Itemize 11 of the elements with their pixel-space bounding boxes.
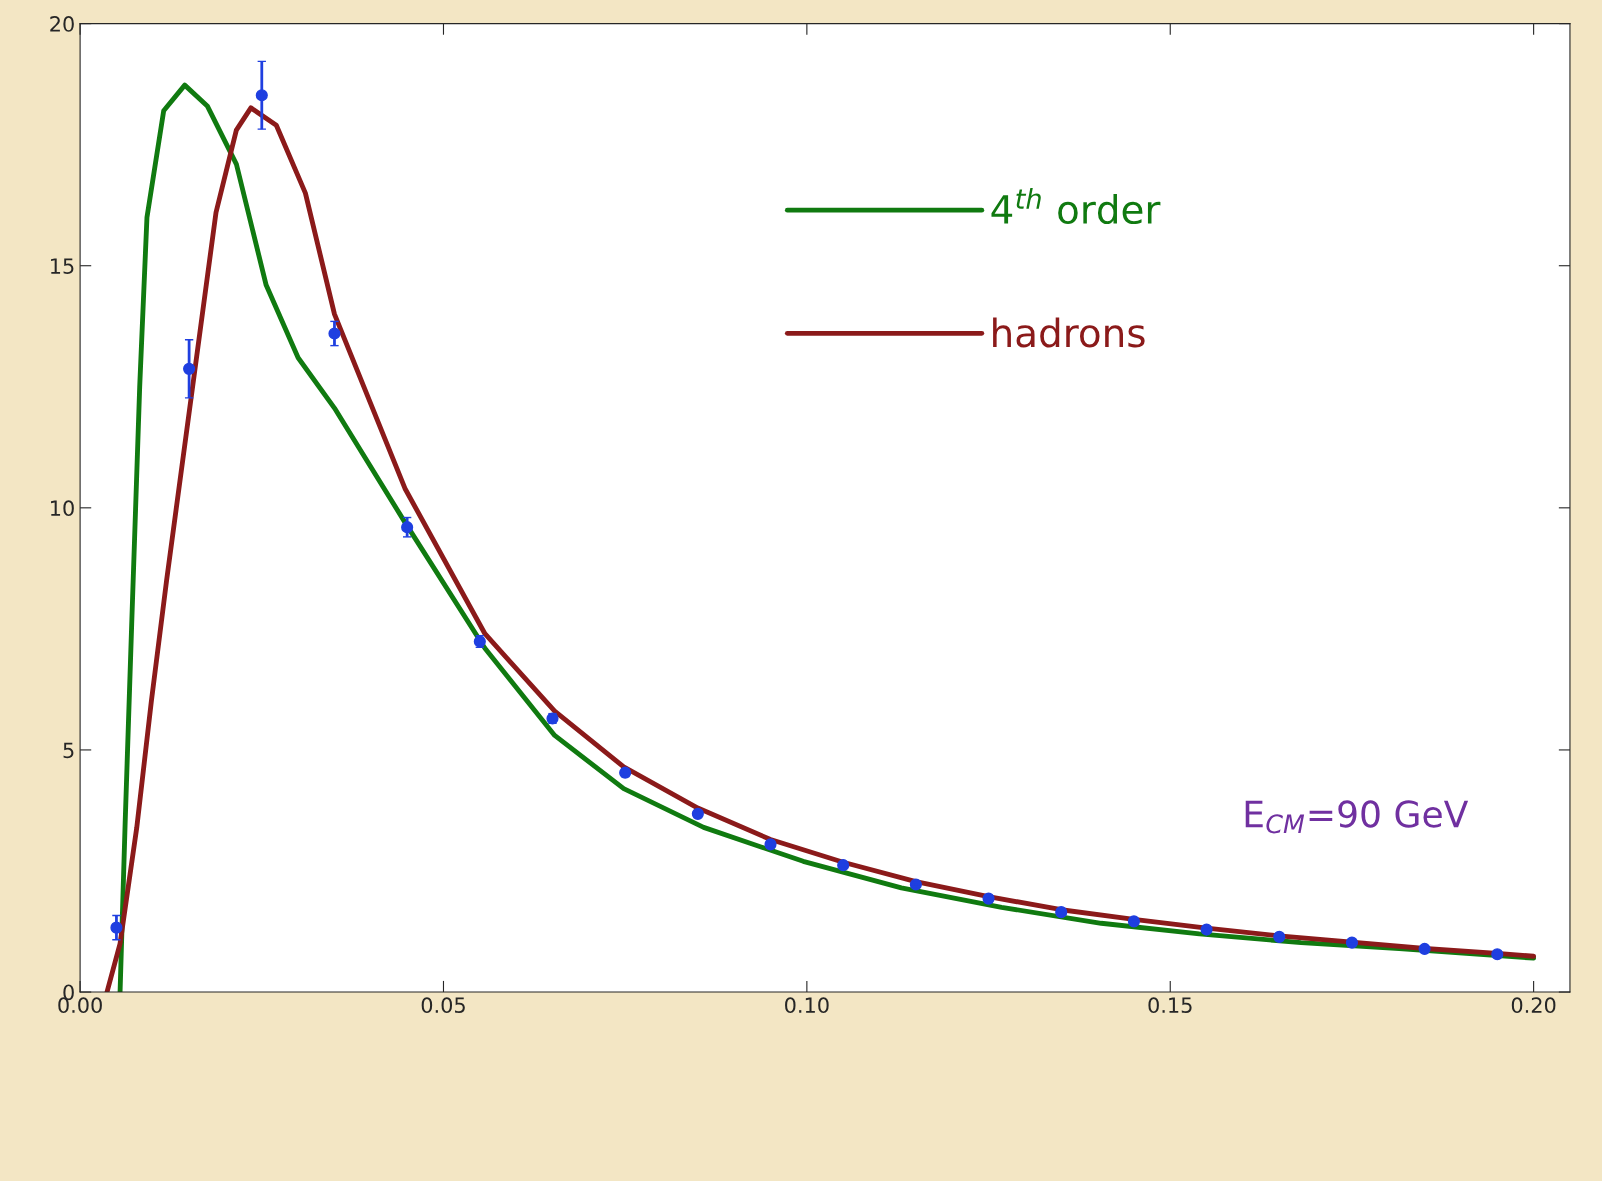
x-tick-label: 0.05 (421, 997, 465, 1014)
y-tick-label: 10 (51, 500, 74, 517)
legend-label: hadrons (993, 317, 1145, 348)
legend-label: 4$^{th}$ order (991, 187, 1161, 225)
x-tick-label: 0.20 (1511, 997, 1556, 1014)
x-tick-label: 0.15 (1148, 997, 1192, 1014)
x-tick-label: 0.10 (785, 997, 829, 1014)
y-tick-label: 20 (50, 16, 74, 32)
annotation: E$_{CM}$=90 GeV (1245, 800, 1469, 834)
y-tick-label: 5 (63, 742, 74, 759)
y-tick-label: 15 (51, 258, 74, 274)
